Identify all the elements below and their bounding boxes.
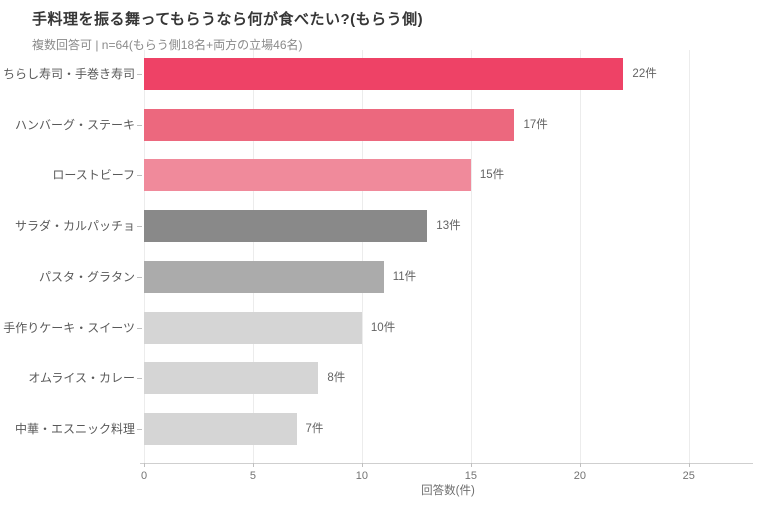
bar	[144, 311, 362, 344]
value-label: 13件	[436, 220, 461, 233]
x-axis-line	[140, 463, 753, 464]
bar	[144, 159, 471, 192]
x-tick-mark	[361, 463, 363, 467]
y-tick-mark	[137, 327, 142, 329]
y-tick-mark	[137, 378, 142, 380]
x-tick-label: 25	[682, 470, 695, 482]
value-label: 15件	[479, 169, 505, 182]
y-tick-mark	[137, 175, 142, 177]
chart-subtitle: 複数回答可 | n=64(もらう側18名+両方の立場46名)	[32, 38, 303, 52]
x-tick-label: 0	[140, 470, 148, 482]
category-label: 手作りケーキ・スイーツ	[3, 320, 135, 335]
category-label: ハンバーグ・ステーキ	[14, 117, 135, 132]
value-label: 7件	[305, 422, 324, 435]
bar	[144, 260, 384, 293]
x-tick-label: 20	[573, 470, 586, 482]
gridline	[252, 50, 254, 463]
x-tick-mark	[144, 463, 145, 467]
gridline	[579, 50, 581, 463]
value-label: 17件	[523, 118, 548, 131]
gridline	[470, 50, 472, 463]
category-label: ローストビーフ	[52, 168, 135, 183]
value-label: 10件	[370, 321, 396, 334]
value-label: 22件	[632, 68, 657, 80]
bar	[144, 362, 319, 395]
y-tick-mark	[137, 74, 142, 75]
category-label: 中華・エスニック料理	[14, 421, 135, 436]
y-tick-mark	[137, 124, 142, 126]
bar	[144, 58, 624, 90]
x-tick-mark	[579, 463, 581, 467]
bar	[144, 412, 297, 445]
category-label: サラダ・カルパッチョ	[14, 219, 135, 234]
x-tick-label: 15	[464, 470, 477, 482]
y-tick-mark	[137, 276, 142, 278]
x-tick-mark	[252, 463, 254, 467]
y-tick-mark	[137, 428, 142, 430]
category-label: パスタ・グラタン	[38, 269, 135, 284]
value-label: 11件	[392, 270, 417, 283]
gridline	[688, 50, 690, 463]
category-label: ちらし寿司・手巻き寿司	[2, 67, 135, 81]
x-tick-label: 10	[355, 470, 369, 482]
bar	[144, 108, 515, 141]
category-label: オムライス・カレー	[28, 371, 135, 386]
x-tick-label: 5	[249, 470, 257, 482]
gridline	[144, 50, 145, 463]
y-tick-mark	[137, 226, 142, 228]
chart-title: 手料理を振る舞ってもらうなら何が食べたい?(もらう側)	[32, 11, 424, 28]
gridline	[361, 50, 363, 463]
bar	[144, 210, 428, 243]
x-axis-title: 回答数(件)	[421, 485, 475, 497]
x-tick-mark	[470, 463, 472, 467]
value-label: 8件	[327, 372, 346, 385]
x-tick-mark	[688, 463, 690, 467]
